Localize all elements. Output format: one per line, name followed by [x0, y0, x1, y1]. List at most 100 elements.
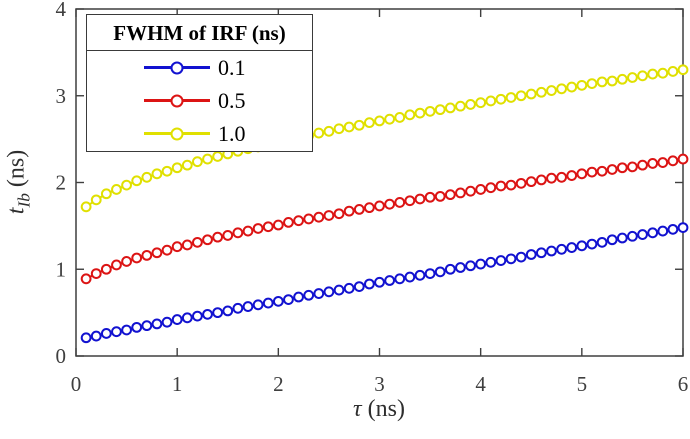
circle-marker-icon — [170, 127, 184, 140]
data-point-marker — [394, 273, 406, 285]
data-point-marker — [525, 249, 537, 260]
data-point-marker — [424, 268, 436, 279]
data-point-marker — [566, 81, 578, 93]
data-point-marker — [151, 318, 163, 330]
data-point-marker — [414, 193, 426, 205]
data-point-marker — [293, 291, 304, 303]
data-point-marker — [353, 281, 365, 293]
data-point-marker — [455, 100, 466, 112]
data-point-marker — [444, 263, 456, 275]
data-point-marker — [343, 205, 355, 217]
series-0.1 — [80, 222, 689, 344]
data-point-marker — [556, 171, 567, 183]
data-point-marker — [677, 64, 689, 76]
data-point-marker — [505, 179, 517, 191]
data-point-marker — [667, 155, 679, 167]
data-point-marker — [505, 92, 517, 103]
data-point-marker — [353, 203, 365, 215]
data-point-marker — [212, 151, 224, 162]
data-point-marker — [171, 314, 183, 325]
legend: FWHM of IRF (ns) 0.1 0.5 1.0 — [86, 14, 313, 152]
data-point-marker — [475, 258, 487, 270]
x-axis-ticks: 0 1 2 3 4 5 6 — [71, 9, 689, 396]
y-tick-label: 2 — [56, 171, 67, 195]
data-point-marker — [657, 225, 669, 237]
data-point-marker — [384, 275, 396, 286]
data-point-marker — [181, 159, 193, 171]
data-point-marker — [313, 127, 325, 139]
data-point-marker — [394, 197, 406, 208]
data-point-marker — [414, 269, 426, 281]
t-subscript: Ib — [14, 193, 34, 208]
data-point-marker — [192, 156, 203, 168]
data-point-marker — [333, 284, 345, 296]
data-point-marker — [384, 198, 396, 210]
data-point-marker — [151, 247, 163, 259]
data-point-marker — [495, 180, 507, 192]
data-point-marker — [293, 215, 304, 227]
legend-entry-label: 0.5 — [218, 87, 246, 113]
series-0.5 — [80, 153, 689, 285]
data-point-marker — [141, 249, 153, 261]
data-point-marker — [232, 227, 244, 239]
data-point-marker — [303, 289, 315, 301]
data-point-marker — [272, 295, 284, 307]
data-point-marker — [242, 301, 254, 312]
data-point-marker — [616, 232, 628, 244]
data-point-marker — [677, 222, 689, 234]
data-point-marker — [272, 219, 284, 231]
data-point-marker — [657, 157, 669, 168]
data-point-marker — [90, 194, 102, 206]
data-point-marker — [161, 316, 173, 328]
data-point-marker — [80, 201, 92, 213]
legend-divider — [87, 50, 312, 51]
data-point-marker — [576, 79, 588, 91]
x-tick-label: 5 — [577, 372, 588, 396]
data-point-marker — [80, 273, 92, 285]
data-point-marker — [606, 164, 618, 175]
data-point-marker — [262, 297, 274, 309]
y-tick-label: 3 — [56, 84, 67, 108]
x-axis-label: τ (ns) — [353, 396, 405, 423]
data-point-marker — [455, 262, 466, 273]
data-point-marker — [313, 211, 325, 223]
data-point-marker — [283, 294, 294, 306]
data-point-marker — [192, 236, 203, 248]
data-point-marker — [647, 227, 659, 239]
data-point-marker — [616, 162, 628, 174]
data-point-marker — [111, 326, 122, 338]
data-point-marker — [465, 260, 476, 272]
data-point-marker — [313, 288, 325, 299]
x-tick-label: 3 — [374, 372, 385, 396]
data-point-marker — [495, 255, 507, 266]
data-point-marker — [434, 190, 446, 202]
data-point-marker — [535, 247, 547, 259]
data-point-marker — [161, 165, 173, 177]
data-point-marker — [637, 159, 648, 171]
data-point-marker — [444, 189, 456, 201]
data-point-marker — [515, 90, 527, 102]
data-point-marker — [323, 210, 335, 221]
data-point-marker — [323, 125, 335, 137]
data-point-marker — [303, 213, 315, 225]
data-point-marker — [100, 188, 112, 200]
t-symbol: t — [3, 207, 30, 215]
data-point-marker — [202, 308, 213, 320]
data-point-marker — [637, 70, 648, 82]
data-point-marker — [222, 305, 234, 317]
data-point-marker — [586, 238, 598, 250]
data-point-marker — [131, 175, 143, 187]
y-axis-label: tIb (ns) — [4, 150, 35, 214]
x-tick-label: 6 — [678, 372, 689, 396]
data-point-marker — [404, 195, 416, 207]
legend-entry-1.0: 1.0 — [87, 117, 312, 150]
x-tick-label: 0 — [71, 372, 82, 396]
data-point-marker — [363, 278, 375, 290]
y-tick-label: 4 — [56, 0, 67, 21]
data-point-marker — [343, 282, 355, 294]
data-point-marker — [394, 112, 406, 123]
data-point-marker — [404, 271, 416, 283]
data-point-marker — [515, 251, 527, 263]
data-point-marker — [667, 223, 679, 235]
data-point-marker — [444, 102, 456, 114]
